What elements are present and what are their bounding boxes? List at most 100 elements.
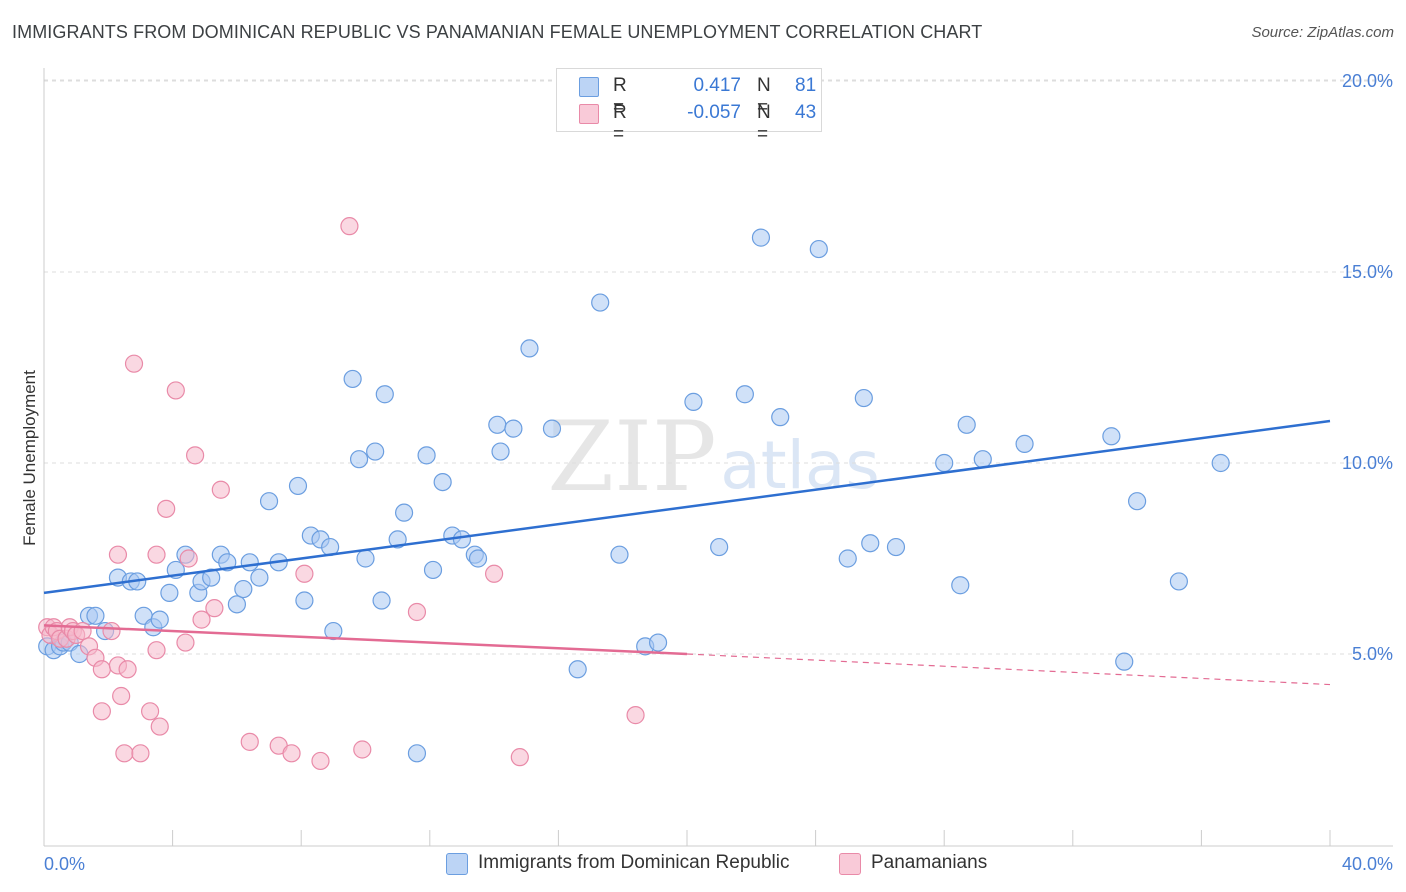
data-point-dominican [1015,434,1034,453]
data-point-dominican [751,228,771,247]
data-point-dominican [491,442,510,461]
data-point-panamanian [92,660,111,679]
data-point-dominican [504,419,523,438]
data-point-panamanian [92,702,111,721]
data-point-dominican [886,537,906,557]
data-point-panamanian [407,602,427,622]
data-point-panamanian [108,545,128,564]
data-point-panamanian [311,751,330,771]
data-point-dominican [809,239,828,259]
data-point-dominican [417,446,436,465]
data-point-dominican [488,415,507,434]
data-point-dominican [240,553,259,572]
correlation-legend: R = 0.417 N = 81 R = -0.057 N = 43 [556,68,822,145]
legend-n-value: 81 [795,75,817,96]
legend-swatch-blue [446,853,468,875]
legend-r-label: R = [613,75,627,118]
data-point-dominican [295,591,314,610]
data-point-dominican [735,385,754,404]
legend-swatch-pink [579,104,599,124]
watermark: ZIP atlas [547,401,879,513]
data-point-panamanian [166,381,185,400]
legend-swatch-pink [839,853,861,875]
trend-line-panamanian [43,624,688,656]
data-point-panamanian [353,740,372,759]
data-point-dominican [160,583,179,602]
data-point-dominican [234,579,253,599]
data-point-dominican [356,549,375,568]
data-point-dominican [610,545,629,564]
y-tick-label: 15.0% [1342,262,1393,282]
data-point-dominican [542,419,562,438]
watermark-zip: ZIP [547,401,716,513]
data-point-panamanian [176,633,195,652]
legend-n-label: N = [757,102,771,145]
data-point-dominican [1127,492,1147,511]
data-point-dominican [520,339,539,358]
data-point-dominican [957,415,976,434]
data-point-panamanian [118,660,137,679]
data-point-panamanian [192,610,211,629]
data-point-dominican [343,369,362,389]
data-point-dominican [710,537,729,557]
data-point-dominican [861,534,880,553]
y-tick-label: 20.0% [1342,71,1393,91]
series-panamanian-points [38,217,645,771]
data-point-dominican [150,610,169,629]
data-point-dominican [854,388,873,408]
data-point-dominican [1115,652,1134,671]
data-point-panamanian [186,446,205,465]
data-point-dominican [388,530,407,549]
data-point-dominican [375,385,394,404]
x-tick-label-max: 40.0% [1342,854,1393,874]
data-point-dominican [648,633,668,652]
data-point-panamanian [102,621,121,641]
data-point-dominican [227,595,246,614]
data-point-dominican [86,606,105,625]
data-point-dominican [591,293,610,312]
data-point-dominican [568,660,587,679]
data-point-panamanian [131,744,150,763]
data-point-panamanian [124,354,144,373]
data-point-panamanian [295,564,314,583]
trend-line-panamanian-extension [686,653,1331,686]
y-tick-label: 5.0% [1352,644,1393,664]
data-point-dominican [838,549,857,568]
trend-lines [43,419,1331,686]
trend-line-dominican [43,419,1331,595]
y-tick-label: 10.0% [1342,453,1393,473]
data-point-dominican [394,503,414,522]
legend-label: Panamanians [871,852,988,873]
data-point-dominican [433,473,452,492]
axes [43,68,1393,847]
data-point-dominican [452,530,472,549]
series-dominican-points [38,228,1230,763]
data-point-dominican [1211,453,1230,473]
data-point-dominican [951,576,970,595]
data-point-dominican [468,549,488,568]
legend-swatch-blue [579,77,599,97]
data-point-panamanian [73,621,92,641]
data-point-panamanian [282,744,301,763]
legend-r-value: -0.057 [687,102,741,123]
data-point-panamanian [112,686,131,706]
data-point-dominican [771,408,790,427]
data-point-panamanian [626,706,645,725]
data-point-dominican [366,442,385,461]
data-point-panamanian [510,748,529,767]
tick-labels: 0.0% 40.0% 5.0% 10.0% 15.0% 20.0% [44,71,1393,874]
data-point-panamanian [240,732,259,751]
chart-title: IMMIGRANTS FROM DOMINICAN REPUBLIC VS PA… [12,22,983,42]
legend-r-value: 0.417 [693,75,741,96]
data-point-dominican [324,621,343,641]
data-point-dominican [407,744,427,763]
data-point-dominican [1102,427,1121,446]
data-point-dominican [684,392,703,411]
data-point-dominican [423,560,443,580]
data-point-panamanian [179,549,198,568]
legend-n-label: N = [757,75,771,118]
legend-r-label: R = [613,102,627,145]
data-point-dominican [349,450,369,469]
data-point-dominican [935,453,954,473]
